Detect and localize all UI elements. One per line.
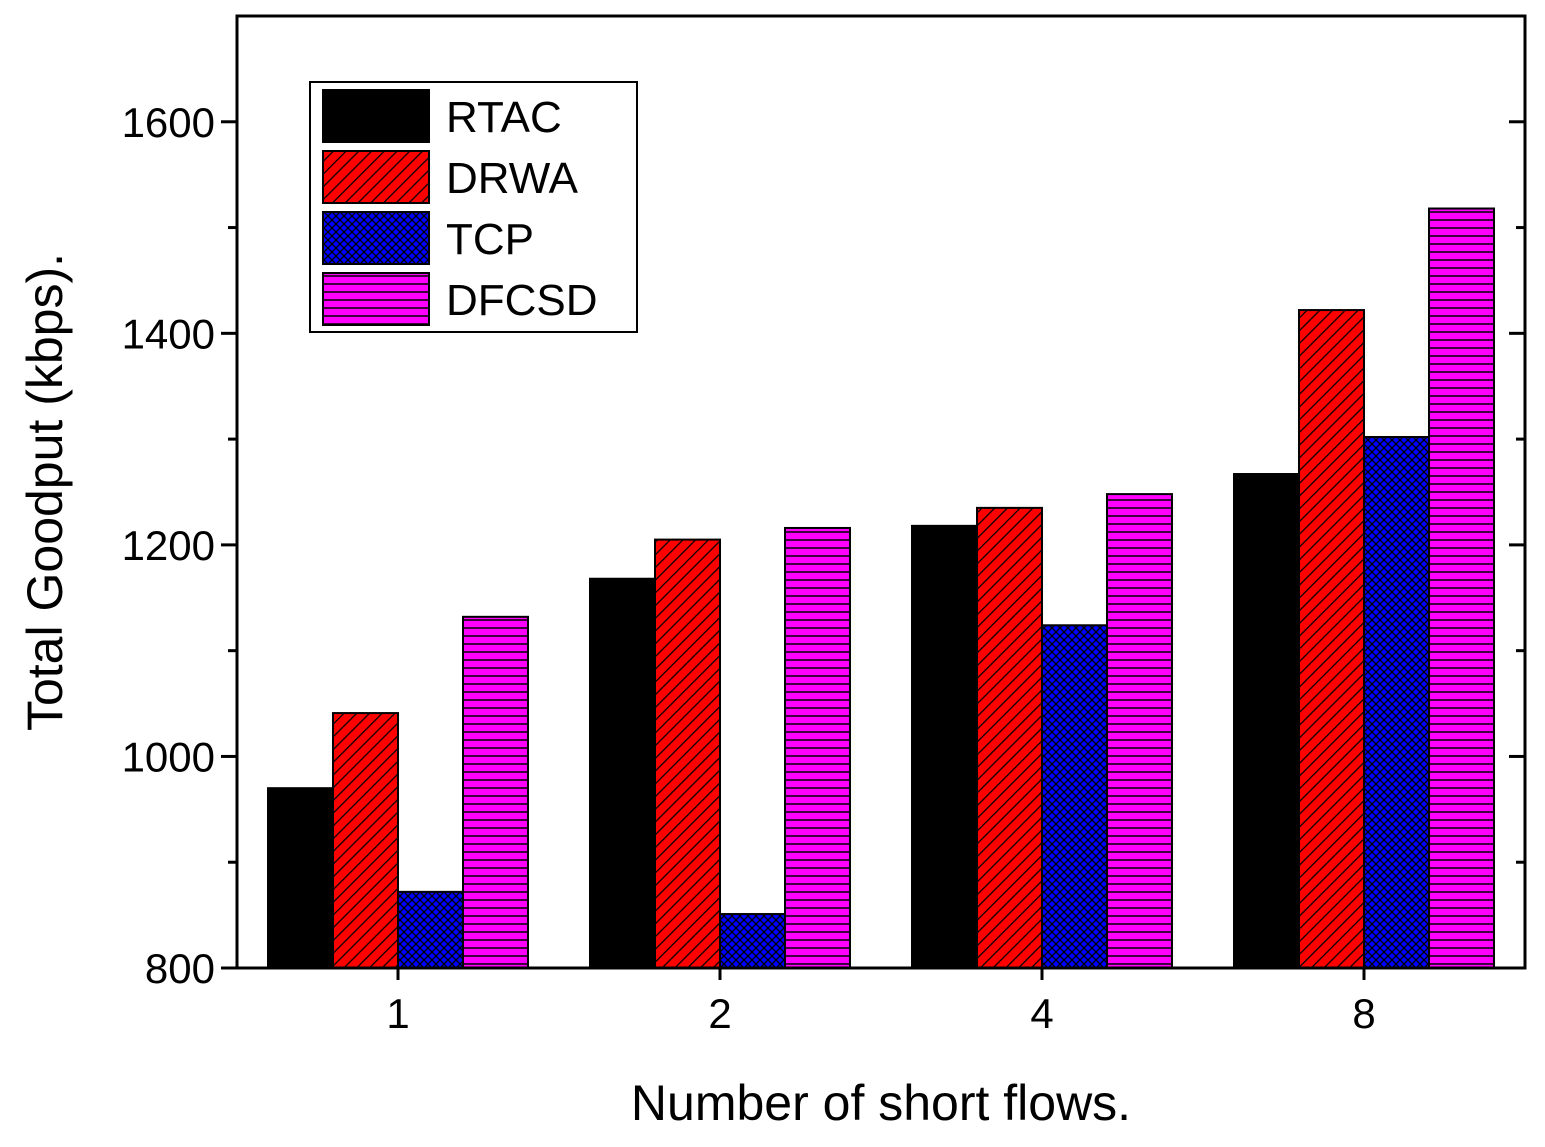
legend-swatch-drwa [322, 150, 430, 204]
bar-dfcsd-2 [784, 526, 851, 969]
x-tick-label: 4 [1030, 990, 1053, 1037]
bars-layer [267, 207, 1495, 970]
y-tick-label: 800 [145, 945, 215, 992]
bar-drwa-4 [976, 506, 1043, 969]
legend-label-dfcsd: DFCSD [446, 276, 598, 325]
y-tick-label: 1400 [122, 310, 215, 357]
bar-drwa-2 [654, 538, 721, 969]
bar-dfcsd-4 [1106, 493, 1173, 969]
plot-frame [235, 14, 1527, 970]
bar-rtac-8 [1233, 473, 1300, 969]
y-tick-label: 1000 [122, 733, 215, 780]
legend-swatch-dfcsd [322, 272, 430, 326]
bar-tcp-8 [1363, 435, 1430, 969]
legend-label-rtac: RTAC [446, 93, 562, 142]
bar-rtac-2 [589, 577, 656, 969]
bar-drwa-1 [332, 712, 399, 969]
legend-swatch-tcp [322, 211, 430, 265]
bar-dfcsd-8 [1428, 207, 1495, 969]
bar-tcp-4 [1041, 624, 1108, 970]
bar-dfcsd-1 [462, 615, 529, 969]
x-axis-title: Number of short flows. [631, 1075, 1131, 1131]
bar-tcp-2 [719, 913, 786, 970]
x-tick-label: 1 [386, 990, 409, 1037]
y-tick-label: 1600 [122, 99, 215, 146]
bar-drwa-8 [1298, 309, 1365, 970]
x-tick-label: 8 [1352, 990, 1375, 1037]
bar-tcp-1 [397, 890, 464, 970]
legend-swatch-rtac [322, 89, 430, 143]
legend-label-tcp: TCP [446, 215, 534, 264]
bar-rtac-4 [911, 524, 978, 969]
x-tick-label: 2 [708, 990, 731, 1037]
y-tick-label: 1200 [122, 522, 215, 569]
ticks-layer: 800 1000 1200 1400 1600 1 2 4 8 [122, 99, 1525, 1037]
y-axis-title: Total Goodput (kbps). [17, 253, 73, 731]
legend-items: RTAC DRWA TCP DFCSD [322, 89, 598, 326]
legend-label-drwa: DRWA [446, 154, 579, 203]
legend: RTAC DRWA TCP DFCSD [309, 81, 638, 333]
bar-rtac-1 [267, 787, 334, 970]
